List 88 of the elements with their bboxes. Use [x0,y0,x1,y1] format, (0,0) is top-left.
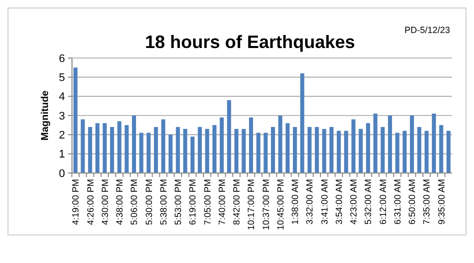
x-tick-label: 5:53:00 PM [173,179,184,226]
y-axis-title: Magnitude [40,90,51,140]
x-tick-label: 10:17:00 PM [246,179,256,230]
bar [292,127,297,173]
bar [336,130,341,173]
x-tick-label: 3:54:00 AM [334,179,344,225]
bar [190,136,195,173]
x-tick-label: 5:38:00 PM [158,179,168,226]
bar [124,125,129,173]
bar [410,116,414,173]
bar [212,125,216,173]
x-tick-label: 1:38:00 AM [290,179,300,225]
bar [402,130,407,173]
bar [256,132,260,173]
x-tick-label: 3:41:00 AM [319,179,330,225]
bar [139,132,144,173]
bar [161,119,166,173]
text: PD-5/12/23 [404,25,450,35]
bar [102,123,107,173]
bar [366,123,370,173]
bar [286,123,290,173]
bar [234,128,238,173]
x-tick-label: 7:40:00 PM [216,179,227,226]
bar [358,128,363,173]
bar [322,128,326,173]
bar [198,127,202,173]
x-tick-label: 5:06:00 PM [129,179,140,226]
x-tick-label: 3:32:00 AM [304,179,315,225]
x-tick-label: 10:45:00 PM [275,179,286,230]
bar [432,114,436,173]
x-tick-label: 10:37:00 PM [260,179,271,230]
bar [132,116,136,173]
bar [220,117,224,173]
bar [388,116,392,173]
x-tick-label: 6:50:00 AM [407,179,418,225]
x-tick-label: 8:42:00 PM [232,179,242,226]
bar [373,114,378,173]
bar [417,127,422,173]
bar [249,117,254,173]
bar [117,121,122,173]
y-tick-label: 1 [58,148,65,161]
bar [146,132,151,173]
y-tick-label: 6 [58,52,65,65]
bar [176,127,180,173]
x-tick-label: 6:31:00 AM [392,179,402,225]
x-tick-label: 7:35:00 AM [422,179,432,225]
bar [168,134,173,173]
bar [88,127,92,173]
y-tick-label: 5 [58,72,65,84]
bar [308,127,312,173]
x-tick-label: 6:19:00 PM [188,179,198,226]
x-tick-label: 5:32:00 AM [363,179,374,225]
x-tick-label: 9:35:00 AM [436,179,446,225]
bar [446,130,451,173]
y-tick-label: 4 [58,91,65,104]
bar [278,116,282,173]
chart-title: 18 hours of Earthquakes [144,32,356,52]
x-tick-label: 4:26:00 PM [85,179,96,226]
bar [95,123,100,173]
bar [314,127,319,173]
bar [264,132,268,173]
bar [205,128,210,173]
bar [154,127,158,173]
bar [344,130,348,173]
bar [395,132,400,173]
bar [73,68,78,173]
y-tick-label: 2 [58,130,65,142]
x-tick-label: 4:30:00 PM [100,179,110,226]
bar [80,119,85,173]
x-tick-label: 4:23:00 AM [348,179,359,225]
x-tick-label: 5:30:00 PM [144,179,154,226]
bar [329,127,334,173]
y-tick-label: 3 [58,110,65,122]
x-tick-label: 4:38:00 PM [114,179,125,226]
bar [439,125,444,173]
y-tick-label: 0 [58,168,65,180]
x-tick-label: 6:12:00 AM [378,179,388,225]
bar [351,119,356,173]
bar [300,73,304,173]
bar [183,128,188,173]
x-tick-label: 7:05:00 PM [202,179,212,226]
bar [380,127,385,173]
bar [242,128,246,173]
bar [110,127,114,173]
bar [270,127,275,173]
bar [424,130,429,173]
bar [227,100,232,173]
x-tick-label: 4:19:00 PM [70,179,81,226]
